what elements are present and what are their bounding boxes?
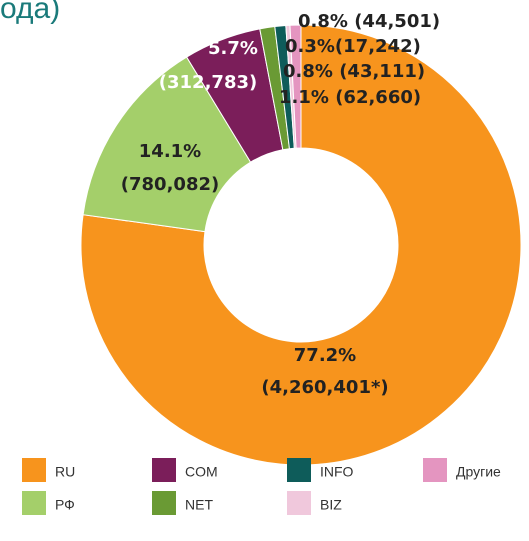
legend-label: INFO xyxy=(320,464,354,480)
data-label: 0.3%(17,242) xyxy=(285,36,421,57)
data-label: 14.1% xyxy=(139,141,201,162)
legend-swatch xyxy=(287,458,311,482)
data-label: (780,082) xyxy=(121,174,219,195)
legend-label: РФ xyxy=(55,497,75,513)
data-label: 5.7% xyxy=(208,38,258,59)
data-label: (4,260,401*) xyxy=(261,377,388,398)
donut-slice xyxy=(80,24,522,466)
legend-swatch xyxy=(152,491,176,515)
legend-label: NET xyxy=(185,497,213,513)
legend-label: Другие xyxy=(456,464,501,480)
legend-swatch xyxy=(22,491,46,515)
donut-slice xyxy=(289,24,302,149)
legend-label: BIZ xyxy=(320,497,342,513)
data-label: 77.2% xyxy=(294,345,356,366)
chart-title: ода) xyxy=(0,0,60,25)
data-label: 0.8% (44,501) xyxy=(298,11,440,32)
legend-swatch xyxy=(287,491,311,515)
donut-slice xyxy=(82,56,252,233)
legend-swatch xyxy=(152,458,176,482)
data-label: (312,783) xyxy=(159,72,257,93)
legend-label: COM xyxy=(185,464,218,480)
data-label: 1.1% (62,660) xyxy=(279,87,421,108)
legend-label: RU xyxy=(55,464,75,480)
legend-swatch xyxy=(22,458,46,482)
data-label: 0.8% (43,111) xyxy=(283,61,425,82)
legend-swatch xyxy=(423,458,447,482)
